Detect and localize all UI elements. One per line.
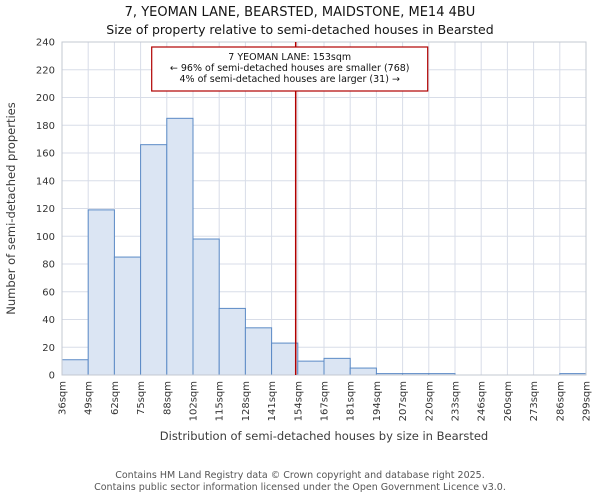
y-tick-label: 140: [36, 176, 55, 187]
footer: Contains HM Land Registry data © Crown c…: [0, 470, 600, 496]
annotation-line: ← 96% of semi-detached houses are smalle…: [170, 63, 410, 74]
x-tick-label: 154sqm: [293, 381, 304, 421]
bar: [166, 117, 194, 376]
bar: [271, 342, 299, 376]
x-tick-label: 115sqm: [215, 381, 226, 421]
bar: [192, 238, 220, 376]
y-tick-label: 100: [36, 231, 55, 242]
bar: [218, 307, 246, 376]
annotation: 7 YEOMAN LANE: 153sqm← 96% of semi-detac…: [151, 46, 429, 92]
annotation-line: 4% of semi-detached houses are larger (3…: [179, 74, 399, 85]
x-tick-label: 167sqm: [320, 381, 331, 421]
bar: [244, 326, 273, 376]
y-tick-label: 20: [42, 342, 55, 353]
x-tick-label: 49sqm: [84, 381, 95, 415]
x-tick-label: 220sqm: [424, 381, 435, 421]
bar: [349, 367, 377, 376]
y-tick-label: 160: [36, 148, 55, 159]
x-tick-label: 128sqm: [241, 381, 252, 421]
x-tick-label: 181sqm: [346, 381, 357, 421]
y-tick-label: 120: [36, 204, 55, 215]
x-tick-label: 233sqm: [451, 381, 462, 421]
bar: [323, 357, 351, 376]
x-tick-label: 273sqm: [529, 381, 540, 421]
y-tick-label: 40: [42, 315, 55, 326]
footer-line-2: Contains public sector information licen…: [94, 482, 506, 494]
x-axis-title: Distribution of semi-detached houses by …: [160, 429, 488, 443]
x-tick-label: 62sqm: [110, 381, 121, 415]
y-tick-label: 220: [36, 65, 55, 76]
annotation-box: [151, 46, 429, 92]
x-tick-label: 286sqm: [555, 381, 566, 421]
x-tick-label: 141sqm: [267, 381, 278, 421]
bar: [87, 209, 115, 376]
y-tick-label: 80: [42, 259, 55, 270]
y-axis: 0 20 40 60 80 100 120 140 160 180 200 220 240 Number …: [4, 38, 55, 382]
plot-border-rect: [61, 41, 587, 376]
x-tick-label: 75sqm: [136, 381, 147, 415]
x-tick-label: 36sqm: [58, 381, 69, 415]
x-tick-label: 88sqm: [162, 381, 173, 415]
bar: [140, 143, 168, 376]
bars: [61, 117, 587, 376]
x-tick-label: 260sqm: [503, 381, 514, 421]
y-tick-label: 0: [49, 370, 55, 381]
chart-header: 7, YEOMAN LANE, BEARSTED, MAIDSTONE, ME1…: [0, 0, 600, 38]
y-tick-label: 180: [36, 120, 55, 131]
bar: [297, 360, 325, 376]
x-tick-label: 102sqm: [189, 381, 200, 421]
x-tick-label: 194sqm: [372, 381, 383, 421]
chart-subtitle: Size of property relative to semi-detach…: [106, 21, 494, 37]
histogram-chart: 0 20 40 60 80 100 120 140 160 180 200 220 240 Number …: [4, 38, 593, 443]
footer-line-1: Contains HM Land Registry data © Crown c…: [115, 469, 485, 481]
bar: [113, 256, 142, 376]
annotation-line: 7 YEOMAN LANE: 153sqm: [228, 52, 351, 63]
bar: [61, 358, 89, 376]
chart-title: 7, YEOMAN LANE, BEARSTED, MAIDSTONE, ME1…: [124, 5, 476, 20]
plot-border: [61, 41, 587, 376]
x-tick-label: 246sqm: [477, 381, 488, 421]
x-tick-label: 207sqm: [398, 381, 409, 421]
x-tick-label: 299sqm: [582, 381, 593, 421]
y-tick-label: 200: [36, 93, 55, 104]
x-axis: 36sqm 49sqm 62sqm 75sqm 88sqm 102sqm 115sqm 128…: [58, 381, 593, 443]
y-tick-label: 60: [42, 287, 55, 298]
y-tick-label: 240: [36, 38, 55, 49]
y-axis-title: Number of semi-detached properties: [4, 102, 18, 314]
